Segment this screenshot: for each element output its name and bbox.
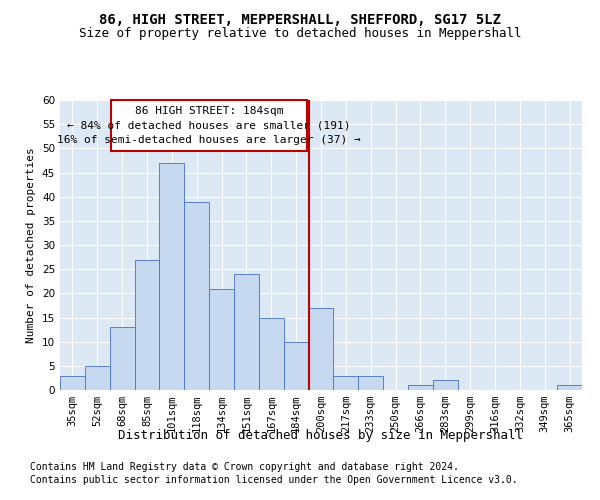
Bar [259, 318, 284, 390]
Text: ← 84% of detached houses are smaller (191): ← 84% of detached houses are smaller (19… [67, 120, 351, 130]
Text: 86, HIGH STREET, MEPPERSHALL, SHEFFORD, SG17 5LZ: 86, HIGH STREET, MEPPERSHALL, SHEFFORD, … [99, 12, 501, 26]
Text: Size of property relative to detached houses in Meppershall: Size of property relative to detached ho… [79, 28, 521, 40]
Bar [134, 260, 160, 390]
Bar [557, 385, 582, 390]
Bar [308, 308, 334, 390]
Text: Contains HM Land Registry data © Crown copyright and database right 2024.: Contains HM Land Registry data © Crown c… [30, 462, 459, 472]
Bar [60, 376, 85, 390]
Y-axis label: Number of detached properties: Number of detached properties [26, 147, 37, 343]
Bar [209, 288, 234, 390]
Bar [160, 163, 184, 390]
Text: 16% of semi-detached houses are larger (37) →: 16% of semi-detached houses are larger (… [57, 134, 361, 144]
Bar [433, 380, 458, 390]
Bar [334, 376, 358, 390]
Bar [110, 327, 134, 390]
Bar [111, 100, 307, 151]
Text: Distribution of detached houses by size in Meppershall: Distribution of detached houses by size … [119, 428, 523, 442]
Bar [408, 385, 433, 390]
Bar [85, 366, 110, 390]
Bar [358, 376, 383, 390]
Bar [284, 342, 308, 390]
Text: Contains public sector information licensed under the Open Government Licence v3: Contains public sector information licen… [30, 475, 518, 485]
Text: 86 HIGH STREET: 184sqm: 86 HIGH STREET: 184sqm [135, 106, 283, 116]
Bar [184, 202, 209, 390]
Bar [234, 274, 259, 390]
